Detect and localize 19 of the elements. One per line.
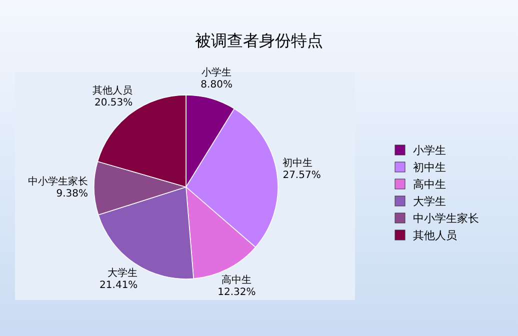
legend-label: 其他人员	[413, 229, 457, 242]
data-label: 9.38%	[56, 188, 88, 200]
legend-label: 初中生	[413, 161, 446, 174]
chart-title: 被调查者身份特点	[195, 31, 323, 50]
data-label: 8.80%	[200, 79, 232, 90]
legend-label: 大学生	[413, 195, 446, 208]
legend-label: 高中生	[413, 178, 446, 191]
slice-label: 初中生	[282, 157, 313, 170]
slice-label: 其他人员	[92, 84, 133, 96]
data-label: 20.53%	[94, 97, 133, 108]
slice-label: 大学生	[108, 267, 138, 280]
slice-label: 中小学生家长	[28, 176, 88, 188]
legend-label: 小学生	[413, 144, 446, 157]
legend-label: 中小学生家长	[413, 212, 479, 225]
slice-label: 高中生	[222, 274, 252, 286]
data-label: 27.57%	[282, 170, 321, 182]
slice-label: 小学生	[202, 66, 232, 78]
data-label: 12.32%	[218, 286, 256, 298]
data-label: 21.41%	[100, 280, 138, 292]
